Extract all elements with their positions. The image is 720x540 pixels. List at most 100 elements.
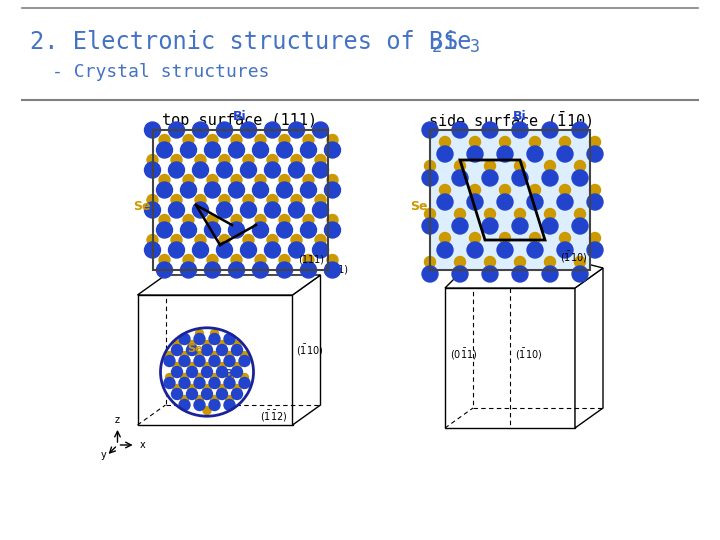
- Circle shape: [527, 194, 543, 210]
- Circle shape: [452, 218, 468, 234]
- Circle shape: [166, 374, 174, 381]
- Circle shape: [315, 154, 326, 165]
- Circle shape: [181, 142, 197, 158]
- Circle shape: [202, 388, 212, 400]
- Circle shape: [195, 154, 206, 165]
- Text: ($\bar{1}\bar{1}$2): ($\bar{1}\bar{1}$2): [260, 408, 287, 423]
- Circle shape: [542, 218, 558, 234]
- Text: Bi: Bi: [513, 110, 527, 123]
- Circle shape: [203, 384, 211, 393]
- Circle shape: [217, 367, 228, 377]
- Circle shape: [192, 122, 209, 138]
- Circle shape: [217, 122, 233, 138]
- Bar: [430, 130, 590, 270]
- Circle shape: [228, 262, 245, 278]
- Circle shape: [485, 208, 495, 219]
- Circle shape: [147, 234, 158, 246]
- Circle shape: [179, 377, 190, 388]
- Circle shape: [233, 384, 241, 393]
- Circle shape: [168, 202, 184, 218]
- Circle shape: [485, 256, 495, 267]
- Circle shape: [196, 352, 204, 360]
- Circle shape: [557, 194, 573, 210]
- Text: 2: 2: [432, 38, 442, 56]
- Circle shape: [253, 222, 269, 238]
- Circle shape: [559, 137, 570, 147]
- Circle shape: [192, 162, 209, 178]
- Circle shape: [303, 254, 314, 266]
- Circle shape: [276, 222, 292, 238]
- Circle shape: [482, 170, 498, 186]
- Circle shape: [181, 374, 189, 381]
- Circle shape: [300, 182, 317, 198]
- Circle shape: [156, 182, 173, 198]
- Circle shape: [147, 194, 158, 206]
- Circle shape: [315, 234, 326, 246]
- Circle shape: [204, 182, 220, 198]
- Circle shape: [204, 222, 220, 238]
- Circle shape: [218, 384, 226, 393]
- Circle shape: [544, 256, 556, 267]
- Circle shape: [232, 367, 243, 377]
- Circle shape: [512, 266, 528, 282]
- Circle shape: [224, 334, 235, 345]
- Circle shape: [469, 137, 480, 147]
- Circle shape: [255, 134, 266, 145]
- Circle shape: [202, 345, 212, 355]
- Circle shape: [279, 134, 290, 145]
- Circle shape: [439, 233, 451, 244]
- Text: Se: Se: [443, 30, 472, 54]
- Circle shape: [303, 174, 314, 186]
- Circle shape: [255, 254, 266, 266]
- Circle shape: [164, 355, 175, 367]
- Circle shape: [181, 262, 197, 278]
- Circle shape: [210, 329, 218, 338]
- Circle shape: [557, 146, 573, 162]
- Circle shape: [240, 242, 256, 258]
- Circle shape: [203, 341, 211, 348]
- Text: Bi: Bi: [225, 369, 237, 379]
- Circle shape: [325, 142, 341, 158]
- Circle shape: [253, 262, 269, 278]
- Circle shape: [291, 194, 302, 206]
- Circle shape: [147, 154, 158, 165]
- Circle shape: [515, 160, 526, 172]
- Circle shape: [587, 242, 603, 258]
- Circle shape: [422, 266, 438, 282]
- Circle shape: [469, 233, 480, 244]
- Circle shape: [231, 134, 242, 145]
- Circle shape: [325, 182, 341, 198]
- Circle shape: [482, 122, 498, 138]
- Circle shape: [159, 254, 170, 266]
- Circle shape: [243, 154, 254, 165]
- Circle shape: [575, 160, 585, 172]
- Circle shape: [439, 185, 451, 195]
- Circle shape: [289, 202, 305, 218]
- Circle shape: [173, 384, 181, 393]
- Circle shape: [209, 334, 220, 345]
- Circle shape: [145, 202, 161, 218]
- Text: (111): (111): [299, 255, 325, 265]
- Circle shape: [425, 160, 436, 172]
- Circle shape: [243, 234, 254, 246]
- Circle shape: [437, 194, 453, 210]
- Circle shape: [253, 142, 269, 158]
- Circle shape: [224, 377, 235, 388]
- Circle shape: [219, 234, 230, 246]
- Circle shape: [183, 174, 194, 186]
- Bar: [153, 130, 328, 270]
- Circle shape: [179, 334, 190, 345]
- Circle shape: [497, 242, 513, 258]
- Circle shape: [557, 242, 573, 258]
- Polygon shape: [138, 275, 320, 295]
- Circle shape: [240, 162, 256, 178]
- Circle shape: [159, 214, 170, 226]
- Circle shape: [264, 162, 281, 178]
- Circle shape: [171, 154, 182, 165]
- Circle shape: [156, 222, 173, 238]
- Circle shape: [159, 174, 170, 186]
- Circle shape: [217, 162, 233, 178]
- Circle shape: [289, 242, 305, 258]
- Circle shape: [233, 341, 241, 348]
- Circle shape: [145, 242, 161, 258]
